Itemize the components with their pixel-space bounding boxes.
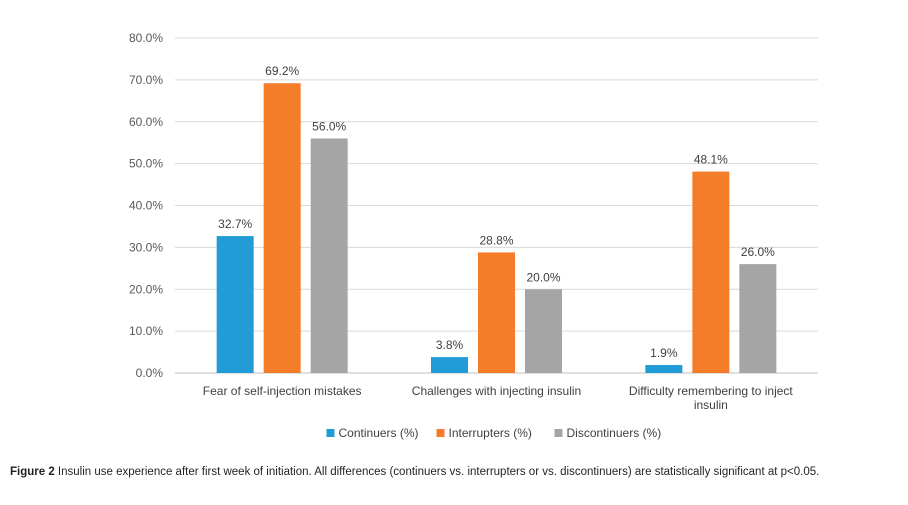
bar: [216, 236, 254, 373]
category-label: Difficulty remembering to inject: [629, 384, 794, 398]
data-label: 28.8%: [479, 233, 513, 247]
data-label: 56.0%: [312, 120, 346, 134]
legend-swatch: [554, 429, 563, 437]
bar: [645, 365, 683, 373]
y-tick-label: 70.0%: [129, 73, 163, 87]
bar: [310, 138, 348, 373]
figure-caption-text: Insulin use experience after first week …: [54, 466, 820, 478]
bar: [263, 83, 301, 373]
legend-label: Discontinuers (%): [567, 426, 662, 440]
data-label: 3.8%: [436, 338, 464, 352]
y-tick-label: 30.0%: [129, 240, 163, 254]
legend-label: Continuers (%): [339, 426, 419, 440]
y-tick-label: 50.0%: [129, 157, 163, 171]
data-label: 48.1%: [694, 153, 728, 167]
bar: [525, 289, 562, 373]
bar: [739, 264, 777, 373]
category-label: Fear of self-injection mistakes: [203, 384, 362, 398]
data-label: 1.9%: [650, 346, 678, 360]
data-label: 20.0%: [526, 270, 560, 284]
category-label: insulin: [694, 398, 728, 412]
figure-label: Figure 2: [10, 466, 55, 478]
y-tick-label: 80.0%: [129, 31, 163, 45]
figure-caption: Figure 2 Insulin use experience after fi…: [10, 466, 900, 478]
category-label: Challenges with injecting insulin: [412, 384, 581, 398]
bar-chart: 0.0% 10.0% 20.0% 30.0% 40.0% 50.0% 60.0% 70.0% 8…: [129, 31, 818, 440]
y-tick-label: 60.0%: [129, 115, 163, 129]
bar: [478, 252, 515, 373]
y-tick-label: 0.0%: [136, 366, 164, 380]
chart-area: 0.0% 10.0% 20.0% 30.0% 40.0% 50.0% 60.0% 70.0% 8…: [129, 31, 818, 440]
y-tick-label: 20.0%: [129, 282, 163, 296]
bar: [692, 171, 730, 373]
legend-swatch: [326, 429, 335, 437]
y-tick-label: 10.0%: [129, 324, 163, 338]
legend-swatch: [436, 429, 445, 437]
data-label: 69.2%: [265, 64, 299, 78]
data-label: 32.7%: [218, 217, 252, 231]
y-tick-label: 40.0%: [129, 199, 163, 213]
data-label: 26.0%: [741, 245, 775, 259]
legend-label: Interrupters (%): [449, 426, 532, 440]
bar: [431, 357, 468, 373]
